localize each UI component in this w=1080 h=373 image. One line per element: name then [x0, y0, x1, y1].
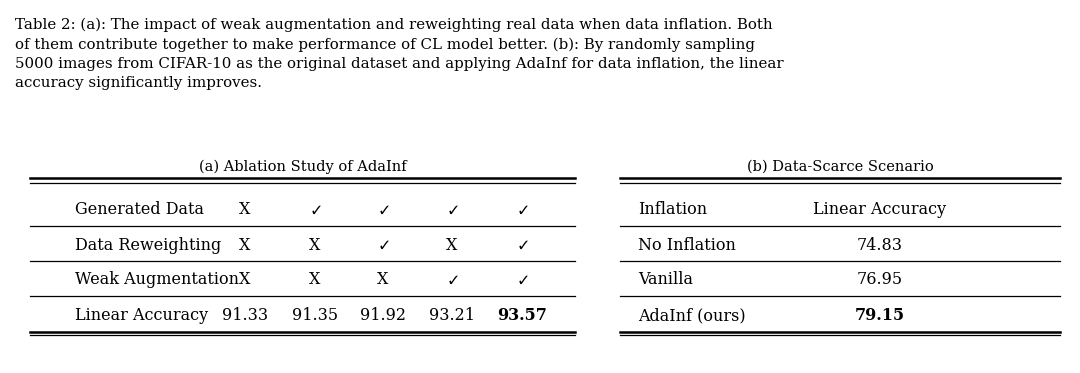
Text: Linear Accuracy: Linear Accuracy: [813, 201, 946, 219]
Text: 91.33: 91.33: [221, 307, 268, 325]
Text: 93.21: 93.21: [429, 307, 475, 325]
Text: Vanilla: Vanilla: [638, 272, 693, 288]
Text: 91.92: 91.92: [360, 307, 406, 325]
Text: AdaInf (ours): AdaInf (ours): [638, 307, 745, 325]
Text: 76.95: 76.95: [856, 272, 903, 288]
Text: X: X: [309, 236, 321, 254]
Text: 74.83: 74.83: [858, 236, 903, 254]
Text: $\checkmark$: $\checkmark$: [377, 203, 390, 217]
Text: 91.35: 91.35: [292, 307, 338, 325]
Text: No Inflation: No Inflation: [638, 236, 735, 254]
Text: 79.15: 79.15: [855, 307, 905, 325]
Text: Linear Accuracy: Linear Accuracy: [75, 307, 208, 325]
Text: $\checkmark$: $\checkmark$: [377, 238, 390, 253]
Text: Weak Augmentation: Weak Augmentation: [75, 272, 239, 288]
Text: X: X: [446, 236, 458, 254]
Text: 93.57: 93.57: [497, 307, 546, 325]
Text: Table 2: (a): The impact of weak augmentation and reweighting real data when dat: Table 2: (a): The impact of weak augment…: [15, 18, 772, 32]
Text: X: X: [240, 201, 251, 219]
Text: $\checkmark$: $\checkmark$: [515, 238, 528, 253]
Text: $\checkmark$: $\checkmark$: [309, 203, 322, 217]
Text: Data Reweighting: Data Reweighting: [75, 236, 221, 254]
Text: $\checkmark$: $\checkmark$: [446, 203, 458, 217]
Text: (a) Ablation Study of AdaInf: (a) Ablation Study of AdaInf: [199, 160, 406, 174]
Text: 5000 images from CIFAR-10 as the original dataset and applying AdaInf for data i: 5000 images from CIFAR-10 as the origina…: [15, 57, 784, 71]
Text: X: X: [240, 272, 251, 288]
Text: X: X: [377, 272, 389, 288]
Text: X: X: [309, 272, 321, 288]
Text: X: X: [240, 236, 251, 254]
Text: $\checkmark$: $\checkmark$: [515, 203, 528, 217]
Text: $\checkmark$: $\checkmark$: [515, 273, 528, 288]
Text: Inflation: Inflation: [638, 201, 707, 219]
Text: accuracy significantly improves.: accuracy significantly improves.: [15, 76, 262, 91]
Text: Generated Data: Generated Data: [75, 201, 204, 219]
Text: $\checkmark$: $\checkmark$: [446, 273, 458, 288]
Text: of them contribute together to make performance of CL model better. (b): By rand: of them contribute together to make perf…: [15, 38, 755, 52]
Text: (b) Data-Scarce Scenario: (b) Data-Scarce Scenario: [746, 160, 933, 174]
